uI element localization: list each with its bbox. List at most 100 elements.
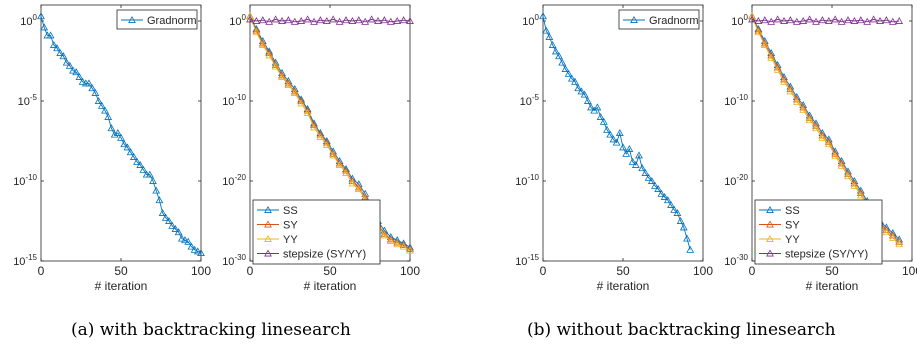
legend-swatch-marker	[264, 234, 272, 242]
series-point	[686, 245, 695, 253]
y-tick-label: 10-30	[724, 253, 748, 268]
series-point	[667, 200, 675, 208]
series-point	[631, 160, 640, 168]
series-point	[599, 117, 608, 125]
series-point	[354, 184, 363, 192]
legend-entry-label: Gradnorm	[649, 15, 699, 27]
series-point	[91, 88, 100, 96]
series-point	[548, 40, 557, 48]
series-point	[748, 15, 756, 23]
series-point	[619, 143, 627, 151]
series-point	[335, 17, 344, 25]
legend-swatch-marker	[128, 15, 136, 23]
series-point	[558, 58, 567, 66]
series-point	[638, 164, 647, 172]
series-point	[399, 242, 408, 250]
series-point	[609, 135, 618, 143]
series-point	[374, 16, 382, 24]
series-point	[129, 152, 138, 160]
series-point	[329, 15, 338, 23]
series-point	[265, 17, 274, 25]
series-point	[278, 72, 286, 80]
series-point	[895, 235, 904, 243]
series-point	[348, 16, 357, 24]
series-point	[165, 216, 173, 224]
series-point	[577, 87, 586, 95]
series-point	[882, 228, 891, 236]
series-point	[760, 16, 769, 24]
y-tick-label: 10-5	[18, 93, 38, 108]
series-point	[760, 40, 769, 48]
series-point	[316, 132, 325, 140]
series-point	[94, 96, 103, 104]
series-point	[683, 234, 691, 242]
series-point	[258, 16, 267, 24]
chart-panel-b-right: 0 50 100 # iteration 100 10-10 10-20 10-30 SS SY Y…	[724, 4, 917, 293]
series-point	[561, 64, 570, 72]
legend: Gradnorm	[618, 9, 700, 30]
series-point	[551, 47, 560, 55]
series-point	[393, 16, 402, 24]
y-tick-label: 100	[229, 13, 246, 28]
series-point	[895, 16, 904, 24]
series-point	[895, 240, 904, 248]
series-point	[161, 213, 170, 221]
series-point	[310, 17, 318, 25]
series-point	[297, 99, 306, 107]
series-point	[663, 196, 672, 204]
legend-entry-label: SS	[785, 205, 800, 217]
x-tick-label: 0	[749, 264, 756, 278]
series-point	[406, 16, 414, 24]
series-point	[75, 72, 84, 80]
series-point	[622, 149, 631, 157]
series-point	[303, 15, 312, 23]
series-point	[603, 125, 611, 133]
series-point	[571, 77, 579, 85]
series-point	[271, 15, 280, 23]
series-point	[342, 16, 350, 24]
x-tick-label: 100	[191, 264, 211, 278]
series-point	[564, 69, 573, 77]
x-tick-label: 0	[540, 264, 547, 278]
series-point	[641, 168, 650, 176]
x-axis-label: # iteration	[304, 279, 357, 293]
series-point	[335, 160, 344, 168]
series-point	[316, 16, 325, 24]
legend-entry-label: SY	[785, 220, 800, 232]
series-line	[751, 18, 900, 23]
series-point	[767, 17, 776, 25]
legend-entry-label: YY	[283, 234, 298, 246]
y-tick-label: 10-20	[724, 173, 748, 188]
series-point	[290, 17, 299, 25]
x-tick-label: 0	[247, 264, 254, 278]
series-point	[792, 97, 801, 105]
y-tick-label: 100	[731, 13, 748, 28]
series-point	[145, 170, 154, 178]
series-point	[676, 216, 685, 224]
series-point	[246, 12, 254, 20]
series-point	[647, 176, 656, 184]
series-point	[133, 157, 141, 165]
y-tick-label: 10-10	[724, 93, 748, 108]
legend-swatch-marker	[630, 15, 638, 23]
series-point	[177, 234, 186, 242]
series-point	[888, 233, 897, 241]
series-point	[49, 40, 58, 48]
series-point	[88, 84, 97, 92]
series-point	[831, 152, 840, 160]
series-point	[284, 80, 293, 88]
series-point	[593, 103, 602, 111]
y-tick-label: 10-5	[520, 93, 540, 108]
series-point	[888, 17, 897, 25]
legend-swatch-marker	[264, 220, 272, 228]
series-point	[187, 242, 196, 250]
y-tick-label: 10-15	[515, 253, 539, 268]
series-point	[361, 17, 370, 25]
series-point	[72, 68, 81, 76]
series-point	[104, 112, 113, 120]
series-point	[679, 223, 688, 231]
series-point	[297, 16, 306, 24]
legend-swatch-marker	[766, 234, 774, 242]
series-point	[587, 103, 595, 111]
